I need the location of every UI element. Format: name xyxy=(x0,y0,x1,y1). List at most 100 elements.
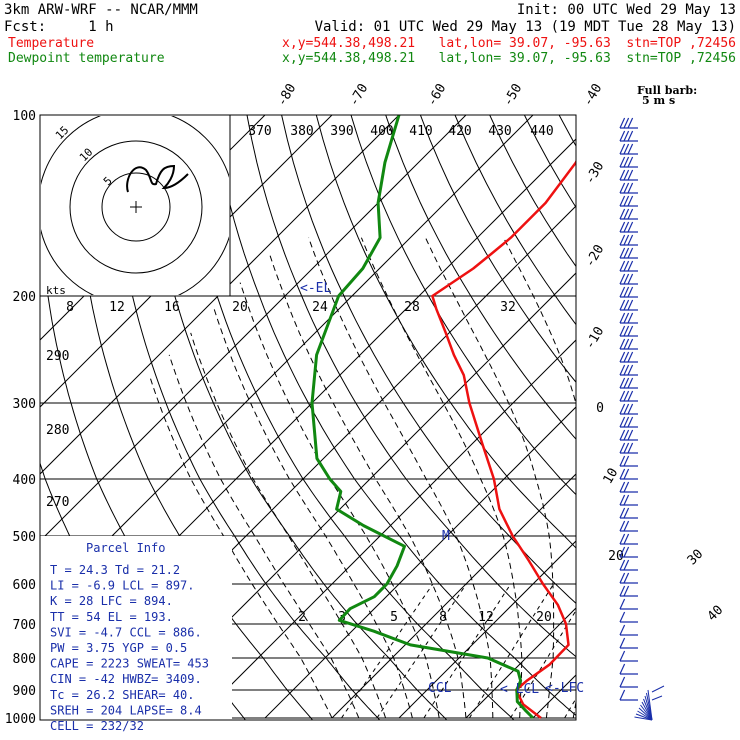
isotherm xyxy=(331,473,576,719)
wind-barb-fan-line xyxy=(637,710,653,721)
theta-label: 390 xyxy=(330,124,353,139)
pressure-label-400: 400 xyxy=(13,473,36,488)
wind-barb-flag xyxy=(619,377,626,389)
wind-barb xyxy=(619,325,638,337)
isotherm-label: 0 xyxy=(596,401,604,416)
wind-barb-flag xyxy=(627,130,634,142)
isotherm xyxy=(264,406,576,719)
wind-barb-flag xyxy=(623,234,630,246)
theta-side-label: 270 xyxy=(46,495,69,510)
wind-barb-flag xyxy=(627,442,634,454)
wind-barb xyxy=(619,377,638,389)
wind-barb xyxy=(619,650,638,662)
wind-barb-flag xyxy=(627,351,634,363)
wind-barb-flag xyxy=(627,273,634,285)
wind-barb-flag xyxy=(623,572,630,584)
dry-adiabat xyxy=(281,115,576,604)
wind-barb-flag xyxy=(619,572,626,584)
wind-barb xyxy=(619,429,638,441)
hodograph-trace xyxy=(126,164,189,193)
mixing-ratio-line xyxy=(341,583,434,719)
wind-barb-flag xyxy=(619,650,626,662)
wind-barb-flag xyxy=(619,130,626,142)
pressure-label-300: 300 xyxy=(13,397,36,412)
wind-barb-flag xyxy=(623,559,630,571)
barb-legend-units: 5 m s xyxy=(642,94,675,107)
dry-adiabat xyxy=(315,115,576,549)
moist-adiabat xyxy=(213,308,413,719)
wind-barb-flag xyxy=(619,429,626,441)
wind-barb xyxy=(619,624,638,636)
wind-barb xyxy=(619,572,638,584)
pressure-label-200: 200 xyxy=(13,290,36,305)
wind-barb-column xyxy=(619,117,665,721)
wind-barb-flag xyxy=(619,676,626,688)
speed-axis-tick: 28 xyxy=(404,300,420,315)
wind-barb-flag xyxy=(627,403,634,415)
parcel-info-row: CIN = -42 HWBZ= 3409. xyxy=(50,672,202,686)
speed-axis-label: kts xyxy=(46,284,66,297)
dry-adiabat xyxy=(628,115,740,732)
temperature-profile-line xyxy=(431,159,576,719)
isotherm-label: 10 xyxy=(601,466,622,487)
wind-barb-flag xyxy=(619,182,626,194)
parcel-info-row: PW = 3.75 YGP = 0.5 xyxy=(50,641,187,655)
wind-barb-flag xyxy=(627,208,634,220)
wind-barb xyxy=(619,273,638,285)
mixing-ratio-label: 5 xyxy=(390,610,398,625)
pressure-label-700: 700 xyxy=(13,618,36,633)
wind-barb-flag xyxy=(619,221,626,233)
parcel-info-row: CAPE = 2223 SWEAT= 453 xyxy=(50,657,209,671)
wind-barb-flag xyxy=(619,663,626,675)
wind-barb-flag xyxy=(619,559,626,571)
wind-barb-flag xyxy=(619,351,626,363)
dry-adiabat xyxy=(107,115,381,720)
speed-axis-tick: 24 xyxy=(312,300,328,315)
wind-barb xyxy=(619,481,638,493)
isotherm xyxy=(398,540,576,719)
wind-barb-flag xyxy=(623,468,630,480)
wind-barb-flag xyxy=(627,117,634,129)
model-title: 3km ARW-WRF -- NCAR/MMM xyxy=(4,2,198,18)
wind-barb xyxy=(619,494,638,506)
temperature-legend: Temperature xyxy=(8,36,94,51)
wind-barb-flag xyxy=(623,416,630,428)
dry-adiabat xyxy=(523,115,576,209)
ccl-marker: CCL xyxy=(428,681,452,696)
wind-barb xyxy=(619,416,638,428)
wind-barb-flag xyxy=(623,312,630,324)
wind-barb xyxy=(619,338,638,350)
moist-adiabat xyxy=(308,237,494,718)
isotherm-label: -40 xyxy=(581,81,606,109)
wind-barb xyxy=(619,312,638,324)
wind-barb-flag xyxy=(623,442,630,454)
wind-barb-flag xyxy=(627,182,634,194)
wind-barb-flag xyxy=(627,416,634,428)
wind-barb-flag xyxy=(627,325,634,337)
wind-barb xyxy=(619,182,638,194)
wind-barb-fan-line xyxy=(638,707,653,721)
isotherm-label: -50 xyxy=(501,81,526,109)
wind-barb-flag xyxy=(619,208,626,220)
wind-barb-flag xyxy=(619,403,626,415)
pressure-label-500: 500 xyxy=(13,530,36,545)
wind-barb-flag xyxy=(623,117,630,129)
wind-barb xyxy=(619,546,638,558)
parcel-info-row: LI = -6.9 LCL = 897. xyxy=(50,579,195,593)
wind-barb-flag xyxy=(619,286,626,298)
lfc-marker: <-LFC xyxy=(545,681,584,696)
wind-barb-flag xyxy=(619,299,626,311)
wind-barb-flag xyxy=(623,520,630,532)
wind-barb-flag xyxy=(627,156,634,168)
moist-adiabat xyxy=(268,253,467,719)
parcel-info-row: SVI = -4.7 CCL = 886. xyxy=(50,625,202,639)
wind-barb-flag xyxy=(623,195,630,207)
wind-barb-fan-line xyxy=(635,713,653,721)
pressure-label-100: 100 xyxy=(13,109,36,124)
wind-barb-flag xyxy=(623,221,630,233)
wind-barb-flag xyxy=(627,286,634,298)
wind-barb-flag xyxy=(627,195,634,207)
wind-barb xyxy=(619,468,638,480)
wind-barb-flag xyxy=(623,507,630,519)
level-markers: <-EL M CCL < LCL <-LFC xyxy=(300,281,584,697)
